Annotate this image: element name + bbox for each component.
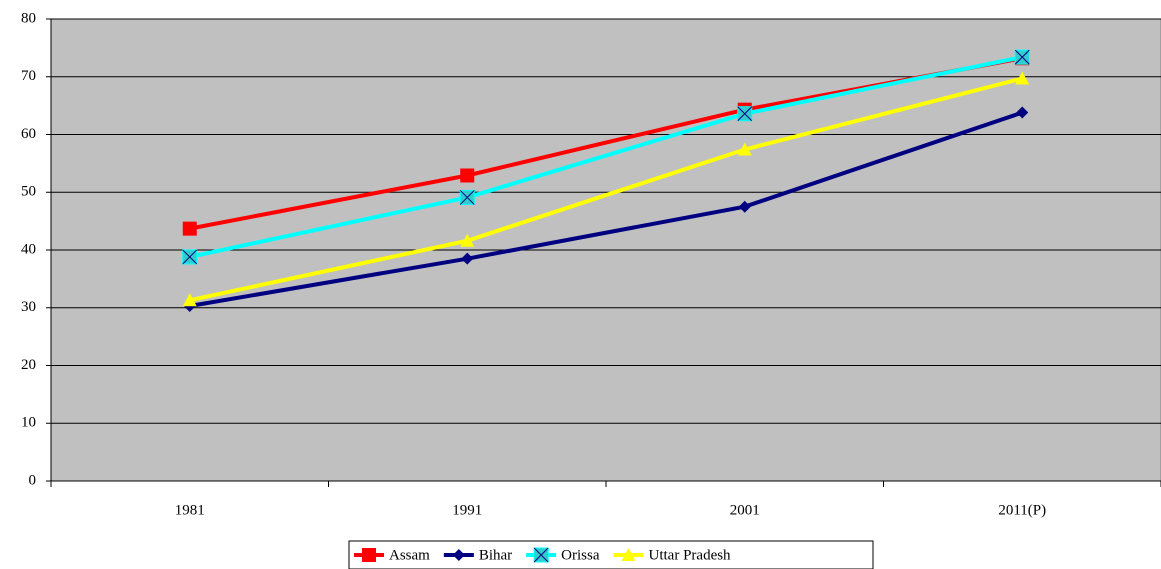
y-tick-label: 50 [21, 184, 36, 200]
marker [182, 293, 197, 307]
marker [182, 221, 197, 236]
marker [737, 106, 753, 122]
y-tick-label: 10 [21, 415, 36, 431]
marker [459, 189, 475, 205]
marker [460, 233, 475, 247]
series-line [189, 55, 1023, 259]
marker [362, 548, 376, 562]
marker [533, 547, 549, 563]
y-tick-label: 70 [21, 68, 36, 84]
marker [452, 549, 465, 561]
marker [621, 548, 636, 561]
legend-box [348, 540, 874, 569]
x-tick-label: 1981 [175, 502, 205, 518]
marker [1016, 106, 1029, 119]
marker [738, 200, 751, 213]
marker [1015, 71, 1030, 85]
y-tick-label: 80 [21, 10, 36, 26]
x-tick-label: 1991 [452, 502, 482, 518]
marker-cross [182, 249, 198, 265]
marker [737, 142, 752, 156]
y-tick-label: 60 [21, 126, 36, 142]
marker-cross [737, 106, 753, 122]
marker [182, 249, 198, 265]
series-line [189, 110, 1023, 308]
y-tick-label: 0 [29, 472, 37, 488]
legend-label: Uttar Pradesh [649, 547, 732, 563]
x-tick-label: 2011(P) [998, 502, 1046, 518]
legend-label: Orissa [561, 547, 600, 563]
marker-cross [533, 547, 549, 563]
legend-label: Assam [389, 547, 430, 563]
marker-cross [459, 190, 475, 205]
legend-label: Bihar [479, 547, 512, 563]
marker-cross [1014, 49, 1030, 65]
marker [461, 252, 474, 265]
y-tick-label: 30 [21, 299, 36, 315]
marker [1014, 49, 1030, 65]
series-line [189, 76, 1023, 303]
marker [460, 168, 475, 183]
x-tick-label: 2001 [730, 502, 760, 518]
y-tick-label: 20 [21, 357, 36, 373]
y-tick-label: 40 [21, 241, 36, 257]
